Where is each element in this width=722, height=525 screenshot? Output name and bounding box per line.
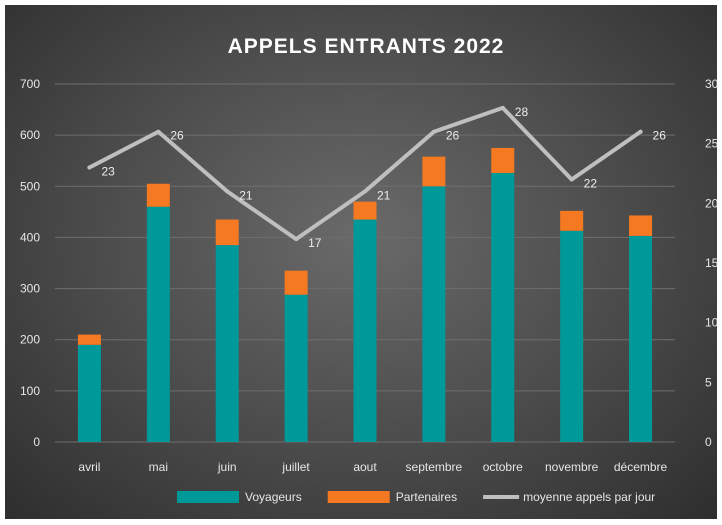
line-point <box>431 129 436 134</box>
chart-title: APPELS ENTRANTS 2022 <box>228 35 505 58</box>
line-data-label: 21 <box>239 188 253 202</box>
line-point <box>363 189 367 194</box>
bar-voyageurs <box>491 172 515 442</box>
bar-partenaires <box>560 210 584 231</box>
bar-voyageurs <box>560 230 584 442</box>
y-left-tick-label: 500 <box>20 179 40 193</box>
bars <box>77 147 653 442</box>
bar-voyageurs <box>629 235 653 442</box>
y-left-tick-label: 600 <box>20 128 40 142</box>
bar-partenaires <box>491 147 515 173</box>
bar-partenaires <box>284 270 308 295</box>
line-data-label: 28 <box>515 105 529 119</box>
y-right-tick-label: 30 <box>705 77 717 91</box>
y-right-tick-label: 5 <box>705 375 712 389</box>
legend-label: moyenne appels par jour <box>523 490 655 504</box>
y-right-tick-label: 15 <box>705 256 717 270</box>
line-data-label: 26 <box>170 129 184 143</box>
y-right-tick-label: 10 <box>705 316 717 330</box>
bar-partenaires <box>77 334 101 345</box>
x-tick-label: septembre <box>406 460 463 474</box>
y-right-tick-label: 0 <box>705 435 712 449</box>
legend: Voyageurs Partenaires moyenne appels par j… <box>177 490 655 504</box>
x-tick-label: aout <box>353 460 377 474</box>
left-axis: 0 100 200 300 400 500 600 700 <box>20 77 40 449</box>
average-line: 23 26 21 17 21 26 28 22 26 <box>87 105 666 250</box>
x-tick-label: octobre <box>483 460 523 474</box>
x-tick-label: novembre <box>545 460 599 474</box>
y-left-tick-label: 700 <box>20 77 40 91</box>
line-data-label: 17 <box>308 236 322 250</box>
line-point <box>569 177 574 182</box>
x-tick-label: décembre <box>614 460 668 474</box>
x-axis: avril mai juin juillet aout septembre octobre n… <box>78 460 667 474</box>
bar-voyageurs <box>215 245 239 442</box>
line-point <box>156 129 161 134</box>
chart-area: APPELS ENTRANTS 2022 0 100 200 300 400 500 600… <box>5 5 717 519</box>
line-data-label: 26 <box>653 129 667 143</box>
bar-partenaires <box>146 183 170 207</box>
x-tick-label: juin <box>217 460 237 474</box>
bar-voyageurs <box>77 344 101 442</box>
line-point <box>294 237 299 242</box>
line-point <box>87 165 92 170</box>
legend-swatch <box>177 491 239 503</box>
line-point <box>225 189 230 194</box>
bar-voyageurs <box>146 206 170 442</box>
bar-voyageurs <box>422 186 446 442</box>
bar-voyageurs <box>284 294 308 442</box>
legend-label: Voyageurs <box>245 490 302 504</box>
x-tick-label: mai <box>149 460 168 474</box>
line-data-label: 21 <box>377 188 391 202</box>
bar-partenaires <box>215 219 239 246</box>
y-left-tick-label: 400 <box>20 230 40 244</box>
bar-voyageurs <box>353 219 377 442</box>
legend-label: Partenaires <box>396 490 457 504</box>
x-tick-label: avril <box>78 460 100 474</box>
bar-partenaires <box>353 201 377 220</box>
bar-partenaires <box>422 156 446 187</box>
y-right-tick-label: 25 <box>705 137 717 151</box>
line-data-label: 26 <box>446 129 460 143</box>
y-left-tick-label: 200 <box>20 333 40 347</box>
x-tick-label: juillet <box>281 460 310 474</box>
line-data-label: 23 <box>101 165 115 179</box>
y-left-tick-label: 0 <box>33 435 40 449</box>
y-left-tick-label: 100 <box>20 384 40 398</box>
line-point <box>500 105 505 110</box>
bar-partenaires <box>629 215 653 236</box>
y-right-tick-label: 20 <box>705 196 717 210</box>
right-axis: 0 5 10 15 20 25 30 <box>705 77 717 449</box>
chart-svg: APPELS ENTRANTS 2022 0100200300400500600… <box>20 35 717 504</box>
y-left-tick-label: 300 <box>20 282 40 296</box>
line-data-label: 22 <box>584 176 598 190</box>
legend-swatch <box>327 491 390 503</box>
line-point <box>638 129 643 134</box>
